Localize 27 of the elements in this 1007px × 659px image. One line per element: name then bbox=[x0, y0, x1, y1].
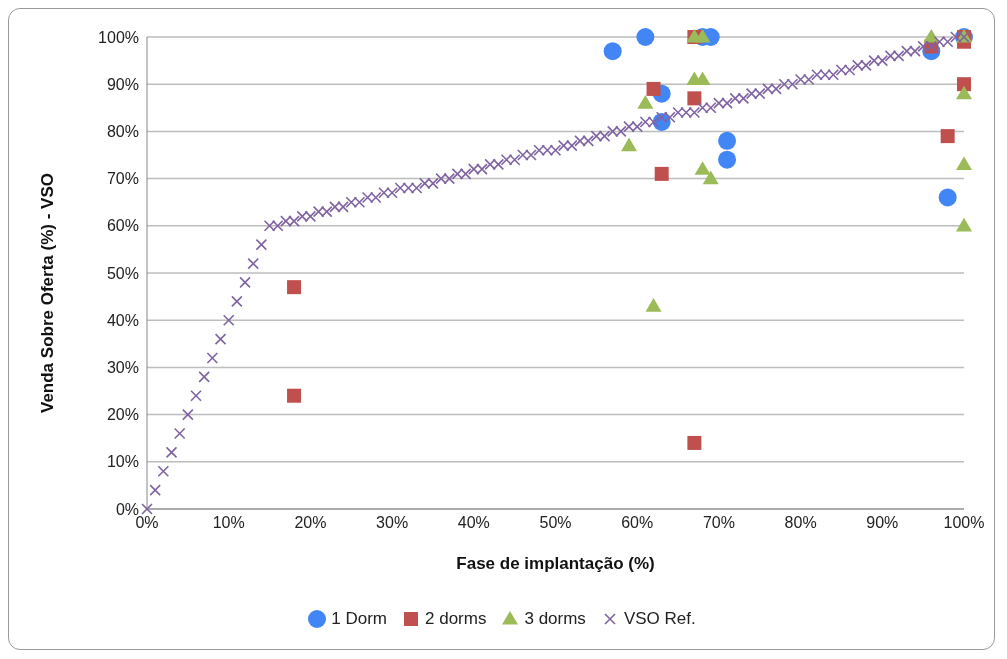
legend-label: 2 dorms bbox=[425, 609, 487, 629]
legend-label: 3 dorms bbox=[524, 609, 586, 629]
x-tick-label: 0% bbox=[135, 514, 159, 532]
legend-label: 1 Dorm bbox=[331, 609, 388, 629]
y-tick-label: 20% bbox=[106, 406, 139, 424]
y-tick-label: 90% bbox=[106, 75, 139, 93]
x-tick-label: 90% bbox=[866, 514, 899, 532]
legend-label: VSO Ref. bbox=[623, 609, 696, 629]
y-tick-label: 60% bbox=[106, 217, 139, 235]
y-tick-label: 100% bbox=[98, 28, 139, 46]
x-tick-label: 40% bbox=[457, 514, 490, 532]
y-axis-title: Venda Sobre Oferta (%) - VSO bbox=[38, 173, 58, 413]
x-tick-label: 50% bbox=[539, 514, 572, 532]
y-tick-label: 40% bbox=[106, 311, 139, 329]
x-tick-label: 70% bbox=[702, 514, 735, 532]
x-tick-label: 80% bbox=[784, 514, 817, 532]
x-tick-label: 100% bbox=[943, 514, 985, 532]
x-tick-label: 10% bbox=[212, 514, 245, 532]
x-tick-label: 20% bbox=[294, 514, 327, 532]
x-axis-title: Fase de implantação (%) bbox=[456, 554, 655, 573]
y-tick-label: 50% bbox=[106, 264, 139, 282]
x-tick-label: 60% bbox=[621, 514, 654, 532]
y-tick-label: 10% bbox=[106, 453, 139, 471]
y-tick-label: 70% bbox=[106, 170, 139, 188]
x-tick-label: 30% bbox=[376, 514, 409, 532]
y-tick-label: 30% bbox=[106, 359, 139, 377]
y-tick-label: 80% bbox=[106, 123, 139, 141]
